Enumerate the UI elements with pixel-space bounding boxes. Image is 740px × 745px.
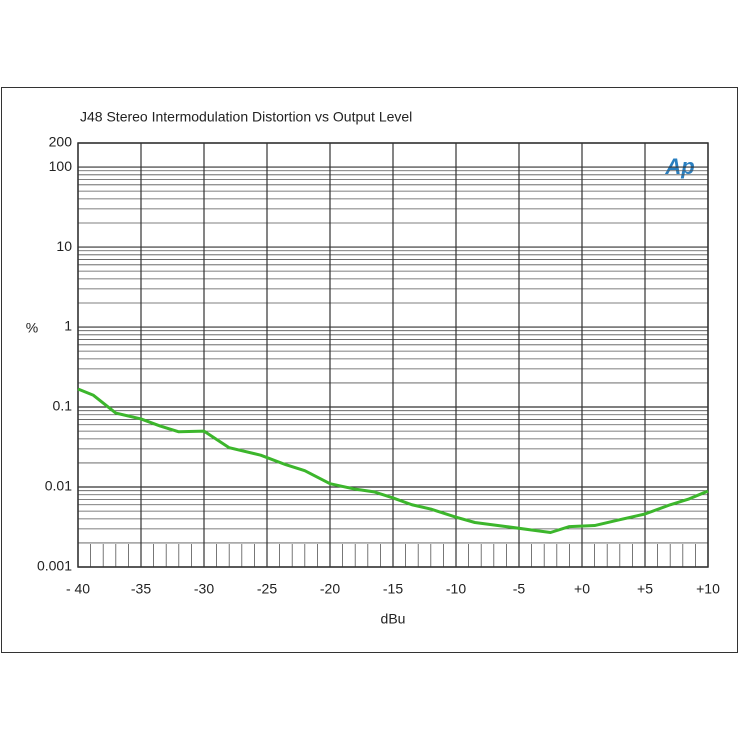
x-tick-label: +5 — [637, 581, 653, 597]
y-tick-label: 10 — [56, 238, 72, 254]
y-axis-label: % — [26, 320, 38, 336]
x-axis-label: dBu — [381, 611, 406, 627]
x-tick-label: -5 — [513, 581, 526, 597]
y-tick-label: 0.1 — [53, 398, 73, 414]
y-tick-label: 200 — [49, 134, 73, 150]
x-tick-label: -20 — [320, 581, 340, 597]
frame — [1, 87, 738, 653]
x-tick-label: - 40 — [66, 581, 90, 597]
y-tick-label: 100 — [49, 158, 73, 174]
plot-border — [77, 142, 709, 568]
x-tick-label: -35 — [131, 581, 151, 597]
x-tick-label: +0 — [574, 581, 590, 597]
x-tick-label: -10 — [446, 581, 466, 597]
x-tick-label: -25 — [257, 581, 277, 597]
y-tick-label: 0.01 — [45, 478, 72, 494]
data-line — [77, 387, 709, 534]
x-tick-label: -30 — [194, 581, 214, 597]
chart-title: J48 Stereo Intermodulation Distortion vs… — [80, 109, 412, 125]
y-tick-label: 0.001 — [37, 558, 72, 574]
x-tick-label: +10 — [696, 581, 720, 597]
y-tick-label: 1 — [64, 318, 72, 334]
x-tick-label: -15 — [383, 581, 403, 597]
